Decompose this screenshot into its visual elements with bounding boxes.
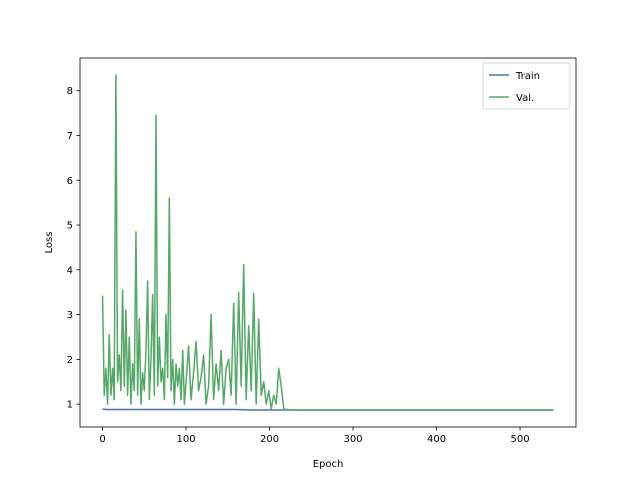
y-axis-label: Loss: [44, 232, 55, 254]
y-tick-label: 2: [67, 355, 73, 366]
y-tick-label: 7: [67, 131, 73, 142]
x-tick-label: 400: [427, 434, 446, 445]
x-tick-label: 100: [177, 434, 196, 445]
x-tick-label: 200: [260, 434, 279, 445]
y-tick-label: 6: [67, 176, 73, 187]
y-tick-label: 1: [67, 400, 73, 411]
plot-area: [101, 74, 554, 411]
x-tick-label: 0: [99, 434, 105, 445]
x-tick-label: 500: [511, 434, 530, 445]
y-tick-label: 8: [67, 86, 73, 97]
y-tick-label: 4: [67, 265, 73, 276]
y-tick-label: 3: [67, 310, 73, 321]
legend-label-train: Train: [515, 71, 540, 82]
legend: Train Val.: [482, 62, 571, 110]
y-tick-label: 5: [67, 221, 73, 232]
series-line-val: [101, 74, 554, 411]
y-axis: 1 2 3 4 5 6 7 8: [67, 86, 80, 411]
axes-frame: [79, 57, 577, 428]
x-axis-label: Epoch: [313, 459, 344, 470]
x-axis: 0 100 200 300 400 500: [99, 427, 530, 445]
legend-label-val: Val.: [516, 93, 534, 104]
x-tick-label: 300: [344, 434, 363, 445]
